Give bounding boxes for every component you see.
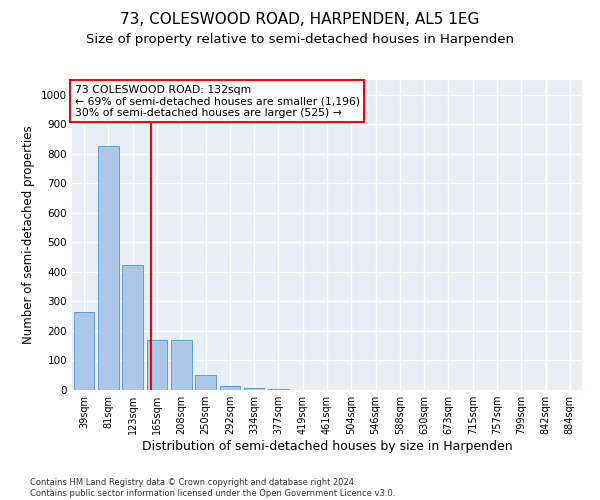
- Text: Size of property relative to semi-detached houses in Harpenden: Size of property relative to semi-detach…: [86, 32, 514, 46]
- Bar: [268, 388, 289, 390]
- Bar: [122, 264, 143, 390]
- Bar: [195, 375, 216, 390]
- Text: 73, COLESWOOD ROAD, HARPENDEN, AL5 1EG: 73, COLESWOOD ROAD, HARPENDEN, AL5 1EG: [121, 12, 479, 28]
- Bar: [220, 386, 240, 390]
- Text: Contains HM Land Registry data © Crown copyright and database right 2024.
Contai: Contains HM Land Registry data © Crown c…: [30, 478, 395, 498]
- Y-axis label: Number of semi-detached properties: Number of semi-detached properties: [22, 126, 35, 344]
- Bar: [98, 146, 119, 390]
- Bar: [146, 340, 167, 390]
- X-axis label: Distribution of semi-detached houses by size in Harpenden: Distribution of semi-detached houses by …: [142, 440, 512, 453]
- Bar: [74, 312, 94, 390]
- Text: 73 COLESWOOD ROAD: 132sqm
← 69% of semi-detached houses are smaller (1,196)
30% : 73 COLESWOOD ROAD: 132sqm ← 69% of semi-…: [74, 84, 359, 118]
- Bar: [171, 340, 191, 390]
- Bar: [244, 388, 265, 390]
